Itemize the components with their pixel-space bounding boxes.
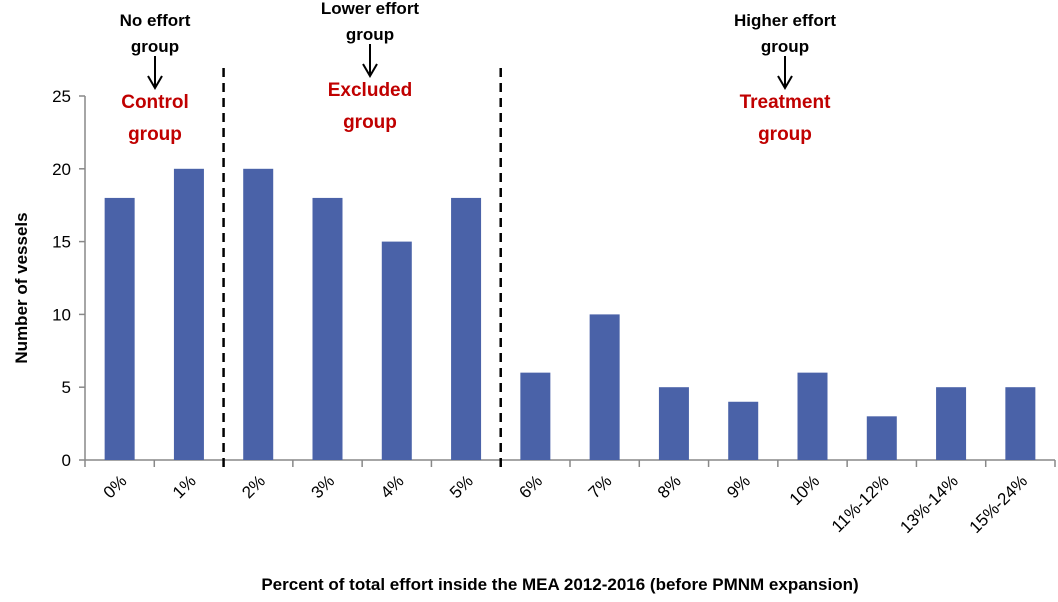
bar (1005, 387, 1036, 460)
bar (866, 416, 897, 460)
group-name: group (761, 37, 809, 56)
bar (728, 401, 759, 460)
bar (589, 314, 620, 460)
y-axis-title: Number of vessels (12, 212, 31, 363)
bar (936, 387, 967, 460)
bar (797, 372, 828, 460)
group-label: Control (121, 92, 189, 113)
y-tick-label: 5 (62, 378, 71, 397)
arrow-head (147, 75, 163, 90)
x-tick-label: 5% (446, 471, 477, 502)
group-name: No effort (120, 11, 191, 30)
y-tick-label: 0 (62, 451, 71, 470)
arrow-head (777, 75, 793, 90)
group-name: Lower effort (321, 0, 420, 18)
x-tick-label: 0% (100, 471, 131, 502)
bar (520, 372, 551, 460)
x-tick-label: 11%-12% (828, 471, 893, 536)
y-tick-label: 15 (52, 233, 71, 252)
bar (658, 387, 689, 460)
x-tick-label: 10% (786, 471, 823, 508)
x-tick-label: 6% (515, 471, 546, 502)
x-tick-label: 15%-24% (966, 471, 1032, 537)
x-tick-label: 13%-14% (896, 471, 962, 537)
group-label: group (758, 124, 812, 145)
group-name: group (131, 37, 179, 56)
group-label: group (343, 112, 397, 133)
bar (243, 168, 274, 461)
arrow-head (362, 63, 378, 78)
bar (451, 197, 482, 461)
bar (104, 197, 135, 461)
y-tick-label: 10 (52, 305, 71, 324)
y-tick-label: 20 (52, 160, 71, 179)
x-tick-label: 8% (654, 471, 685, 502)
group-name: Higher effort (734, 11, 836, 30)
bar (312, 197, 343, 461)
x-tick-label: 9% (723, 471, 754, 502)
x-tick-label: 1% (169, 471, 200, 502)
x-tick-label: 2% (238, 471, 269, 502)
group-label: group (128, 124, 182, 145)
group-label: Excluded (328, 80, 412, 101)
y-tick-label: 25 (52, 87, 71, 106)
bar (381, 241, 412, 460)
group-label: Treatment (740, 92, 831, 113)
group-name: group (346, 25, 394, 44)
x-tick-label: 7% (585, 471, 616, 502)
x-tick-label: 3% (308, 471, 339, 502)
x-tick-label: 4% (377, 471, 408, 502)
x-axis-title: Percent of total effort inside the MEA 2… (261, 575, 858, 594)
bar (173, 168, 204, 461)
